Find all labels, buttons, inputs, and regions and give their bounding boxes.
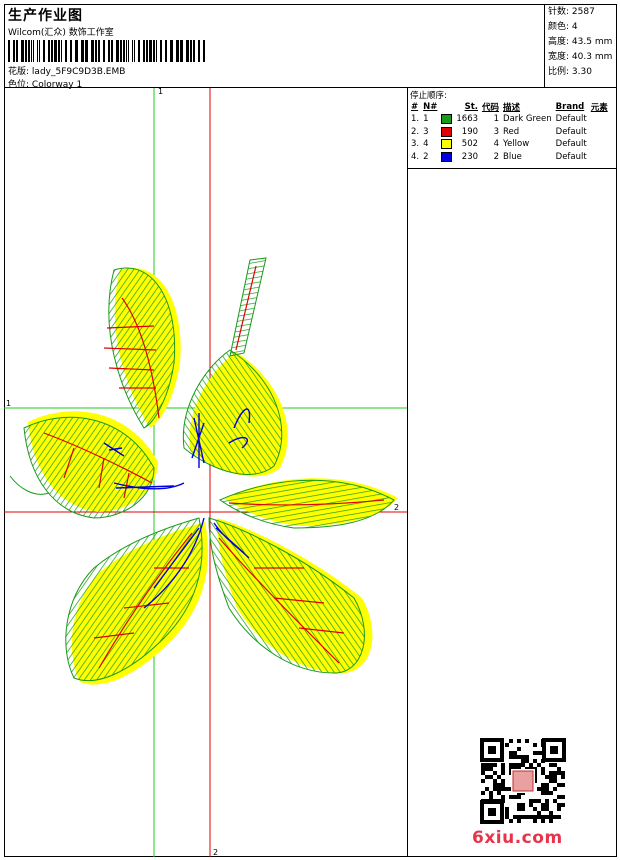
design-canvas[interactable]: 1 1 2 2 bbox=[4, 88, 408, 857]
spec-colors: 颜色: 4 bbox=[548, 22, 578, 32]
table-row: 3. 4 502 4 Yellow Default bbox=[411, 139, 587, 150]
spec-width: 宽度: 40.3 mm bbox=[548, 52, 613, 62]
design-file-name: lady_5F9C9D3B.EMB bbox=[31, 67, 126, 77]
spec-stitches: 针数: 2587 bbox=[548, 7, 595, 17]
red-vein-layer bbox=[43, 265, 385, 669]
color-swatch bbox=[441, 126, 453, 137]
col-brand: Brand bbox=[555, 102, 585, 112]
design-file-label: 花版: bbox=[8, 67, 30, 77]
axis-right-label: 2 bbox=[394, 503, 399, 512]
page-title: 生产作业图 bbox=[8, 8, 83, 24]
stop-sequence-table: # N# St. 代码 描述 Brand 元素 1. 1 1663 1 Dark G… bbox=[409, 101, 610, 163]
green-fill-layer bbox=[9, 257, 395, 682]
color-swatch bbox=[441, 151, 453, 162]
axis-bottom-label: 2 bbox=[213, 848, 218, 857]
axis-left-label: 1 bbox=[6, 399, 11, 408]
col-description: 描述 bbox=[503, 103, 521, 113]
qr-code bbox=[480, 738, 566, 824]
qr-logo-icon bbox=[512, 770, 534, 792]
col-element: 元素 bbox=[590, 103, 608, 113]
watermark-brand: 6xiu.com bbox=[472, 828, 563, 848]
table-row: 1. 1 1663 1 Dark Green Default bbox=[411, 114, 587, 125]
leaf-bottom-left bbox=[65, 517, 203, 682]
stem bbox=[229, 257, 267, 357]
axis-top-label: 1 bbox=[158, 88, 163, 96]
col-index: # bbox=[411, 102, 419, 112]
stop-sequence-title: 停止顺序: bbox=[410, 91, 447, 101]
table-row: 2. 3 190 3 Red Default bbox=[411, 126, 587, 137]
leaf-bottom-right bbox=[208, 517, 365, 674]
col-needle: N# bbox=[423, 102, 438, 112]
spec-height: 高度: 43.5 mm bbox=[548, 37, 613, 47]
col-code: 代码 bbox=[482, 103, 500, 113]
page-frame bbox=[4, 4, 617, 857]
header-divider bbox=[544, 4, 545, 88]
design-file-row: 花版: lady_5F9C9D3B.EMB bbox=[8, 64, 125, 77]
stop-sequence-panel: 停止顺序: # N# St. 代码 描述 Brand 元素 1. 1 1663 1 … bbox=[408, 88, 617, 169]
leaf-center bbox=[182, 349, 283, 475]
color-swatch bbox=[441, 139, 453, 149]
colorway-value: Colorway 1 bbox=[31, 80, 83, 90]
thread-tail bbox=[9, 475, 50, 495]
col-stitches: St. bbox=[464, 102, 479, 112]
embroidery-preview: 1 1 2 2 bbox=[4, 88, 407, 857]
barcode bbox=[8, 40, 205, 62]
leaf-left bbox=[23, 416, 155, 519]
colorway-row: 色位: Colorway 1 bbox=[8, 77, 82, 90]
table-row: 4. 2 230 2 Blue Default bbox=[411, 151, 587, 162]
colorway-label: 色位: bbox=[8, 80, 30, 90]
spec-scale: 比例: 3.30 bbox=[548, 67, 592, 77]
color-swatch bbox=[441, 114, 453, 124]
company-name: Wilcom(汇众) 数饰工作室 bbox=[8, 28, 114, 38]
col-swatch bbox=[439, 101, 454, 113]
header: 生产作业图 Wilcom(汇众) 数饰工作室 花版: lady_5F9C9D3B… bbox=[4, 4, 617, 90]
spec-list: 针数: 2587 颜色: 4 高度: 43.5 mm 宽度: 40.3 mm 比… bbox=[548, 5, 612, 80]
blue-accent-layer bbox=[103, 408, 251, 609]
